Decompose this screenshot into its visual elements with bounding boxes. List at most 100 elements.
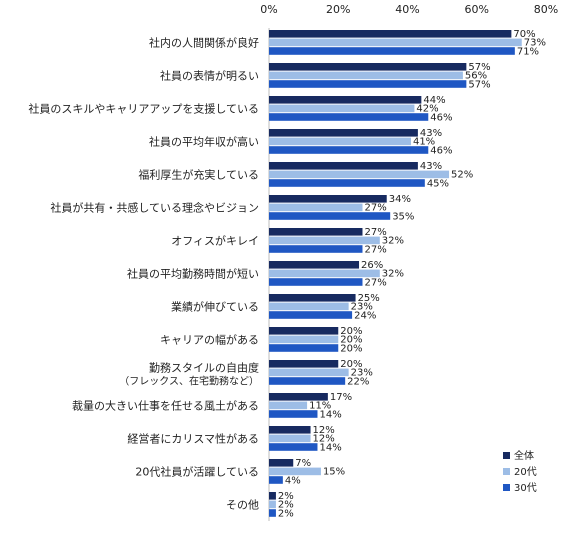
bar (269, 47, 515, 55)
data-label: 70% (513, 29, 535, 40)
bar (269, 96, 422, 104)
bar (269, 38, 522, 47)
legend-swatch (503, 484, 510, 491)
bar (269, 146, 429, 154)
data-label: 43% (420, 128, 442, 139)
bar (269, 236, 380, 245)
bar (269, 294, 356, 302)
data-label: 14% (319, 409, 341, 420)
bar (269, 377, 346, 385)
data-label: 7% (295, 458, 311, 469)
data-label: 73% (524, 38, 546, 49)
bar (269, 195, 387, 203)
data-label: 2% (278, 491, 294, 502)
bar (269, 509, 276, 517)
data-label: 71% (517, 46, 539, 57)
category-label: 社員が共有・共感している理念やビジョン (50, 201, 259, 215)
category-label: 裁量の大きい仕事を任せる風土がある (72, 399, 259, 413)
x-tick-label: 0% (260, 3, 277, 16)
data-label: 52% (451, 170, 473, 181)
data-label: 25% (358, 293, 380, 304)
data-label: 23% (351, 368, 373, 379)
data-label: 24% (354, 310, 376, 321)
data-label: 45% (427, 178, 449, 189)
bar (269, 179, 425, 187)
bar (269, 443, 318, 451)
category-label: 社員の平均年収が高い (149, 135, 259, 149)
data-label: 43% (420, 161, 442, 172)
bar (269, 30, 512, 38)
data-label: 27% (364, 244, 386, 255)
category-label-sub: （フレックス、在宅勤務など） (119, 375, 259, 388)
bar (269, 104, 415, 113)
legend-swatch (503, 468, 510, 475)
category-label: オフィスがキレイ (171, 234, 259, 248)
data-label: 12% (313, 425, 335, 436)
data-label: 44% (423, 95, 445, 106)
data-label: 22% (347, 376, 369, 387)
data-label: 2% (278, 500, 294, 511)
category-label: 社員の表情が明るい (160, 69, 259, 83)
data-label: 35% (392, 211, 414, 222)
data-label: 42% (416, 104, 438, 115)
data-label: 41% (413, 137, 435, 148)
bar (269, 500, 276, 509)
category-label: 社内の人間関係が良好 (149, 36, 259, 50)
category-label: 勤務スタイルの自由度 (149, 361, 259, 375)
bar (269, 311, 353, 319)
bar (269, 459, 294, 467)
legend-label: 20代 (514, 466, 537, 478)
bar (269, 212, 391, 220)
data-label: 20% (340, 343, 362, 354)
bar (269, 245, 363, 253)
x-tick-label: 40% (395, 3, 419, 16)
category-label: キャリアの幅がある (160, 333, 259, 347)
bar (269, 269, 380, 278)
bar (269, 476, 283, 484)
data-label: 11% (309, 401, 331, 412)
data-label: 20% (340, 359, 362, 370)
bar (269, 162, 418, 170)
category-label: 業績が伸びている (171, 300, 259, 314)
data-label: 27% (364, 277, 386, 288)
data-label: 12% (313, 434, 335, 445)
data-label: 4% (285, 475, 301, 486)
data-label: 32% (382, 236, 404, 247)
bar (269, 137, 411, 146)
x-axis-ticks: 0% 20% 40% 60% 80% (260, 3, 558, 16)
x-tick-label: 60% (465, 3, 489, 16)
bar (269, 129, 418, 137)
bar (269, 302, 349, 311)
data-label: 26% (361, 260, 383, 271)
bar (269, 410, 318, 418)
x-tick-label: 20% (326, 3, 350, 16)
data-label: 27% (364, 227, 386, 238)
bar (269, 80, 467, 88)
data-label: 46% (430, 112, 452, 123)
category-label: 社員の平均勤務時間が短い (127, 267, 259, 281)
data-label: 32% (382, 269, 404, 280)
bar (269, 335, 339, 344)
legend-swatch (503, 452, 510, 459)
bar (269, 434, 311, 443)
bar (269, 344, 339, 352)
x-tick-label: 80% (534, 3, 558, 16)
data-label: 46% (430, 145, 452, 156)
category-label: 社員のスキルやキャリアアップを支援している (28, 102, 259, 116)
data-label: 17% (330, 392, 352, 403)
bar (269, 368, 349, 377)
category-label: 福利厚生が充実している (138, 168, 259, 182)
bar (269, 113, 429, 121)
bar (269, 393, 328, 401)
bar (269, 170, 450, 179)
bar (269, 261, 360, 269)
data-label: 34% (389, 194, 411, 205)
legend-label: 全体 (514, 449, 534, 462)
data-label: 57% (468, 62, 490, 73)
bar (269, 327, 339, 335)
data-label: 20% (340, 326, 362, 337)
bar (269, 492, 276, 500)
data-labels: 70%73%71%57%56%57%44%42%46%43%41%46%43%5… (278, 29, 546, 519)
bar (269, 278, 363, 286)
